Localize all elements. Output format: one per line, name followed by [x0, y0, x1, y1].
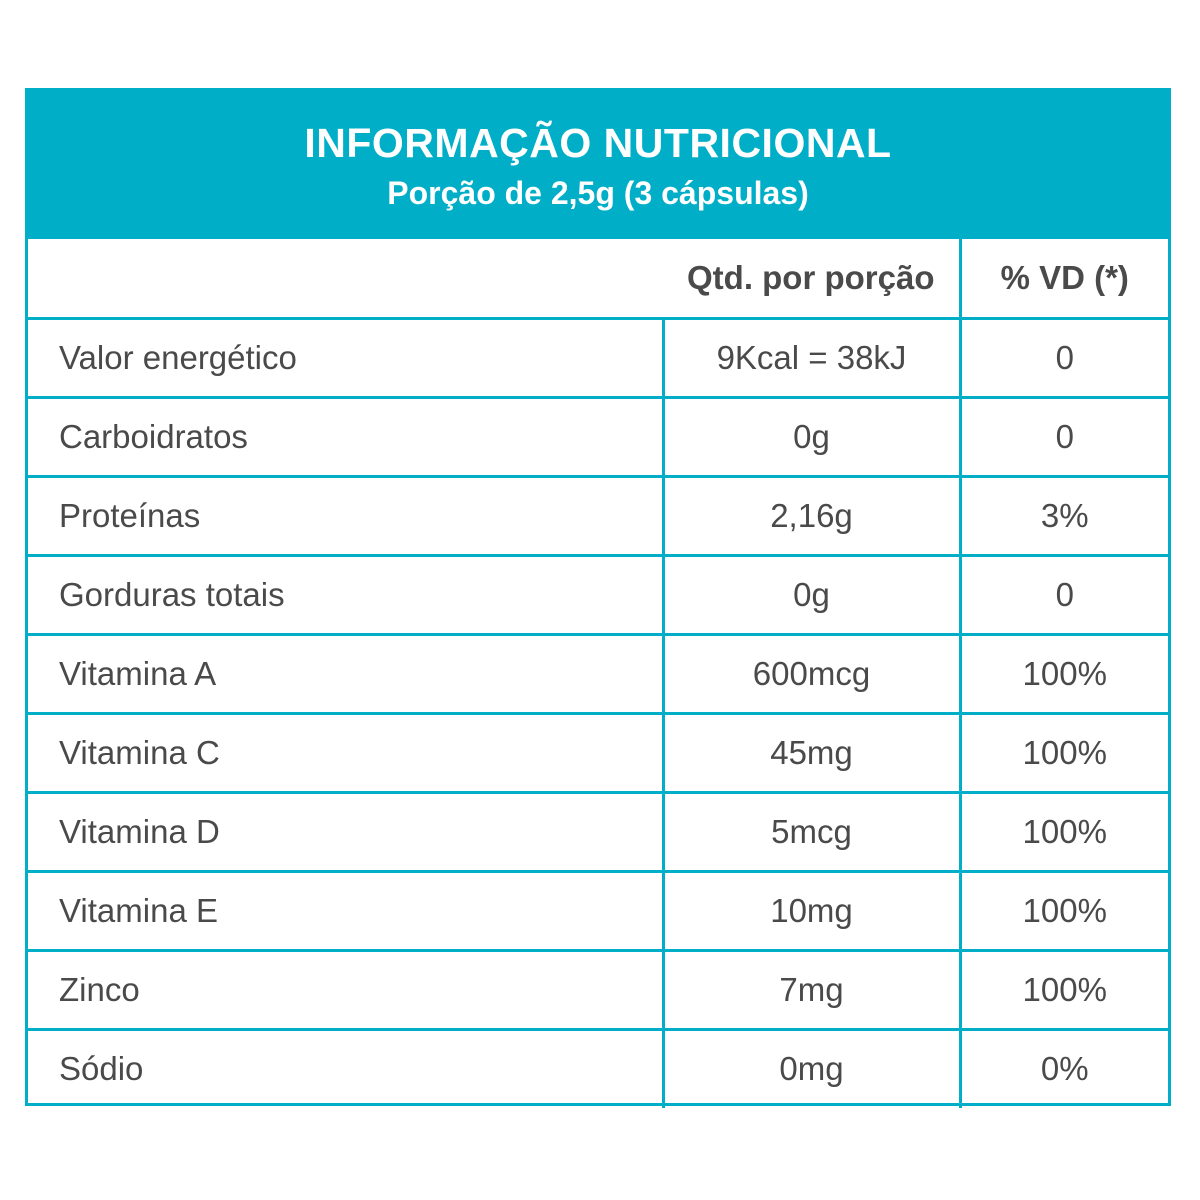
- nutrient-name: Vitamina D: [28, 790, 665, 873]
- table-title: INFORMAÇÃO NUTRICIONAL: [304, 120, 892, 166]
- table-row: Valor energético 9Kcal = 38kJ 0: [28, 316, 1168, 399]
- nutrient-quantity: 2,16g: [661, 474, 962, 557]
- table-row: Vitamina C 45mg 100%: [28, 711, 1168, 794]
- table-row: Vitamina D 5mcg 100%: [28, 790, 1168, 873]
- column-header-quantity: Qtd. por porção: [663, 239, 962, 320]
- nutrient-name: Gorduras totais: [28, 553, 665, 636]
- column-header-daily-value: % VD (*): [958, 239, 1168, 320]
- table-row: Gorduras totais 0g 0: [28, 553, 1168, 636]
- nutrient-name: Vitamina A: [28, 632, 665, 715]
- column-header-row: Qtd. por porção % VD (*): [28, 239, 1168, 320]
- table-header-banner: INFORMAÇÃO NUTRICIONAL Porção de 2,5g (3…: [28, 91, 1168, 239]
- table-row: Vitamina A 600mcg 100%: [28, 632, 1168, 715]
- nutrient-daily-value: 0: [958, 553, 1168, 636]
- nutrient-name: Proteínas: [28, 474, 665, 557]
- nutrient-daily-value: 100%: [958, 632, 1168, 715]
- table-row: Sódio 0mg 0%: [28, 1027, 1168, 1108]
- table-row: Proteínas 2,16g 3%: [28, 474, 1168, 557]
- nutrient-quantity: 0g: [661, 395, 962, 478]
- nutrient-quantity: 7mg: [661, 948, 962, 1031]
- nutrient-daily-value: 100%: [958, 948, 1168, 1031]
- table-row: Vitamina E 10mg 100%: [28, 869, 1168, 952]
- nutrient-name: Valor energético: [28, 316, 665, 399]
- table-row: Carboidratos 0g 0: [28, 395, 1168, 478]
- nutrient-daily-value: 0: [958, 395, 1168, 478]
- nutrient-daily-value: 3%: [958, 474, 1168, 557]
- nutrient-quantity: 9Kcal = 38kJ: [661, 316, 962, 399]
- column-header-nutrient: [28, 239, 663, 320]
- nutrient-quantity: 10mg: [661, 869, 962, 952]
- nutrient-name: Sódio: [28, 1027, 665, 1108]
- nutrition-grid: Qtd. por porção % VD (*) Valor energétic…: [28, 239, 1168, 1108]
- nutrient-quantity: 45mg: [661, 711, 962, 794]
- serving-size-subtitle: Porção de 2,5g (3 cápsulas): [387, 175, 809, 211]
- table-row: Zinco 7mg 100%: [28, 948, 1168, 1031]
- nutrient-quantity: 600mcg: [661, 632, 962, 715]
- nutrient-quantity: 0mg: [661, 1027, 962, 1108]
- nutrient-quantity: 0g: [661, 553, 962, 636]
- nutrient-daily-value: 100%: [958, 869, 1168, 952]
- nutrient-daily-value: 0: [958, 316, 1168, 399]
- nutrient-name: Carboidratos: [28, 395, 665, 478]
- nutrient-quantity: 5mcg: [661, 790, 962, 873]
- nutrient-daily-value: 100%: [958, 790, 1168, 873]
- nutrient-name: Zinco: [28, 948, 665, 1031]
- nutrition-facts-table: INFORMAÇÃO NUTRICIONAL Porção de 2,5g (3…: [25, 88, 1171, 1108]
- nutrient-name: Vitamina C: [28, 711, 665, 794]
- nutrient-name: Vitamina E: [28, 869, 665, 952]
- nutrient-daily-value: 100%: [958, 711, 1168, 794]
- nutrient-daily-value: 0%: [958, 1027, 1168, 1108]
